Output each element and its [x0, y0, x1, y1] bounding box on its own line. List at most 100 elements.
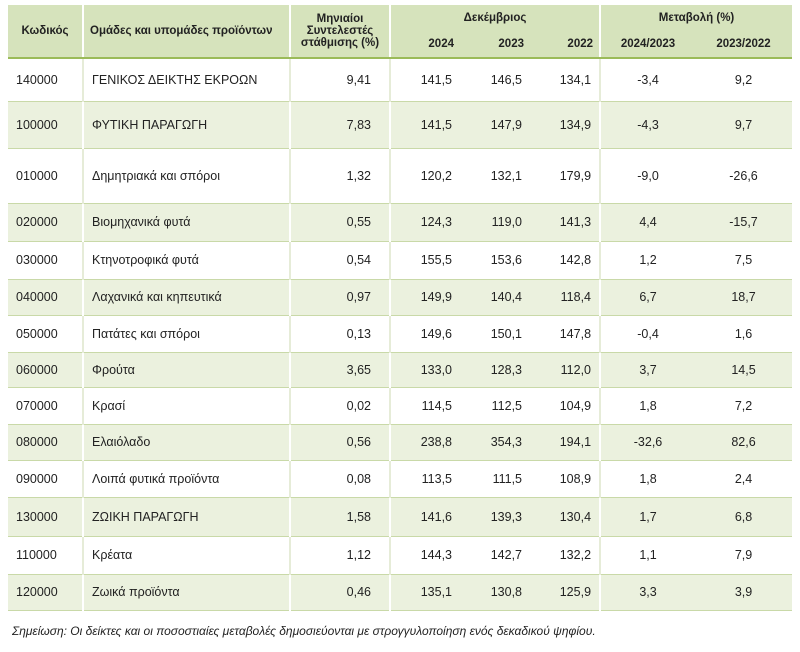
table-row: 090000 Λοιπά φυτικά προϊόντα 0,08 113,5 111,…	[8, 460, 793, 498]
table-row: 120000 Ζωικά προϊόντα 0,46 135,1 130,8 125,9 3…	[8, 574, 793, 611]
table-header: Κωδικός Ομάδες και υπομάδες προϊόντων Μηνι…	[8, 5, 793, 59]
table-cell: 6,7	[600, 279, 696, 316]
table-cell: 9,41	[290, 58, 391, 102]
table-cell: 040000	[8, 279, 84, 316]
footnote: Σημείωση: Οι δείκτες και οι ποσοστιαίες …	[12, 624, 596, 638]
table-cell: 132,1	[460, 148, 530, 204]
table-cell: 2,4	[695, 460, 793, 498]
table-cell: 14,5	[695, 352, 793, 388]
table-cell: -26,6	[695, 148, 793, 204]
table-cell: 7,9	[695, 536, 793, 575]
table-cell: 112,0	[530, 352, 602, 388]
table-cell: 133,0	[390, 352, 460, 388]
header-cell: 2023	[460, 31, 530, 59]
table-cell: ΓΕΝΙΚΟΣ ΔΕΙΚΤΗΣ ΕΚΡΟΩΝ	[83, 58, 291, 102]
table-row: 030000 Κτηνοτροφικά φυτά 0,54 155,5 153,6 142…	[8, 241, 793, 280]
table-cell: 18,7	[695, 279, 793, 316]
table-cell: 118,4	[530, 279, 602, 316]
table-cell: 238,8	[390, 424, 460, 461]
price-index-table: Κωδικός Ομάδες και υπομάδες προϊόντων Μηνι…	[8, 5, 793, 611]
table-cell: 120,2	[390, 148, 460, 204]
table-row: 130000 ΖΩΙΚΗ ΠΑΡΑΓΩΓΗ 1,58 141,6 139,3 130,4 1…	[8, 497, 793, 537]
table-row: 010000 Δημητριακά και σπόροι 1,32 120,2 132,…	[8, 148, 793, 204]
table-cell: 150,1	[460, 315, 530, 353]
table-cell: 147,9	[460, 101, 530, 149]
table-cell: 128,3	[460, 352, 530, 388]
table-row: 050000 Πατάτες και σπόροι 0,13 149,6 150,1 14…	[8, 315, 793, 353]
table-cell: 0,13	[290, 315, 391, 353]
table-cell: 100000	[8, 101, 84, 149]
table-cell: 142,8	[530, 241, 602, 280]
table-cell: 130,8	[460, 574, 530, 611]
table-cell: 9,7	[695, 101, 793, 149]
table-cell: Κρασί	[83, 387, 291, 425]
table-cell: 130000	[8, 497, 84, 537]
table-cell: 7,2	[695, 387, 793, 425]
table-cell: 0,56	[290, 424, 391, 461]
table-cell: 124,3	[390, 203, 460, 242]
header-cell: Μηνιαίοι Συντελεστές στάθμισης (%)	[290, 5, 391, 59]
table-cell: Πατάτες και σπόροι	[83, 315, 291, 353]
header-cell: 2024/2023	[600, 31, 696, 59]
table-cell: 030000	[8, 241, 84, 280]
table-cell: 155,5	[390, 241, 460, 280]
table-cell: 010000	[8, 148, 84, 204]
table-row: 070000 Κρασί 0,02 114,5 112,5 104,9 1,8 7,2	[8, 387, 793, 425]
header-cell: Κωδικός	[8, 5, 84, 59]
table-cell: Βιομηχανικά φυτά	[83, 203, 291, 242]
table-cell: 6,8	[695, 497, 793, 537]
table-cell: -4,3	[600, 101, 696, 149]
table-cell: 050000	[8, 315, 84, 353]
header-row: 2024 2023 2022 2024/2023 2023/2022	[8, 31, 793, 59]
table-row: 140000 ΓΕΝΙΚΟΣ ΔΕΙΚΤΗΣ ΕΚΡΟΩΝ 9,41 141,5 146…	[8, 58, 793, 102]
table-row: 110000 Κρέατα 1,12 144,3 142,7 132,2 1,1 7,9	[8, 536, 793, 575]
table-wrap: Κωδικός Ομάδες και υπομάδες προϊόντων Μηνι…	[8, 5, 793, 611]
table-cell: 060000	[8, 352, 84, 388]
table-cell: 140,4	[460, 279, 530, 316]
table-cell: ΦΥΤΙΚΗ ΠΑΡΑΓΩΓΗ	[83, 101, 291, 149]
table-cell: 130,4	[530, 497, 602, 537]
table-cell: 1,7	[600, 497, 696, 537]
table-cell: 149,6	[390, 315, 460, 353]
table-cell: -32,6	[600, 424, 696, 461]
table-cell: 7,5	[695, 241, 793, 280]
table-cell: 139,3	[460, 497, 530, 537]
table-cell: 1,6	[695, 315, 793, 353]
table-cell: 141,5	[390, 58, 460, 102]
table-cell: 141,6	[390, 497, 460, 537]
table-cell: 134,1	[530, 58, 602, 102]
table-cell: 179,9	[530, 148, 602, 204]
table-cell: 142,7	[460, 536, 530, 575]
table-cell: 147,8	[530, 315, 602, 353]
table-cell: Λαχανικά και κηπευτικά	[83, 279, 291, 316]
table-cell: 0,54	[290, 241, 391, 280]
table-cell: 0,97	[290, 279, 391, 316]
header-cell: Δεκέμβριος	[390, 5, 602, 31]
header-cell: 2024	[390, 31, 460, 59]
table-cell: 080000	[8, 424, 84, 461]
table-cell: 0,08	[290, 460, 391, 498]
table-cell: 104,9	[530, 387, 602, 425]
table-cell: 1,8	[600, 387, 696, 425]
table-cell: 134,9	[530, 101, 602, 149]
table-cell: 020000	[8, 203, 84, 242]
table-cell: 112,5	[460, 387, 530, 425]
header-row: Κωδικός Ομάδες και υπομάδες προϊόντων Μηνι…	[8, 5, 793, 59]
table-cell: 1,32	[290, 148, 391, 204]
table-cell: 120000	[8, 574, 84, 611]
table-cell: 119,0	[460, 203, 530, 242]
table-cell: 1,12	[290, 536, 391, 575]
table-cell: 113,5	[390, 460, 460, 498]
table-cell: 110000	[8, 536, 84, 575]
table-cell: Δημητριακά και σπόροι	[83, 148, 291, 204]
table-cell: 1,1	[600, 536, 696, 575]
header-cell: 2022	[530, 31, 602, 59]
table-cell: 114,5	[390, 387, 460, 425]
table-cell: 070000	[8, 387, 84, 425]
table-cell: -15,7	[695, 203, 793, 242]
table-row: 080000 Ελαιόλαδο 0,56 238,8 354,3 194,1 -32,6 8…	[8, 424, 793, 461]
table-cell: 3,9	[695, 574, 793, 611]
table-cell: 108,9	[530, 460, 602, 498]
table-cell: Ελαιόλαδο	[83, 424, 291, 461]
header-cell: Ομάδες και υπομάδες προϊόντων	[83, 5, 291, 59]
